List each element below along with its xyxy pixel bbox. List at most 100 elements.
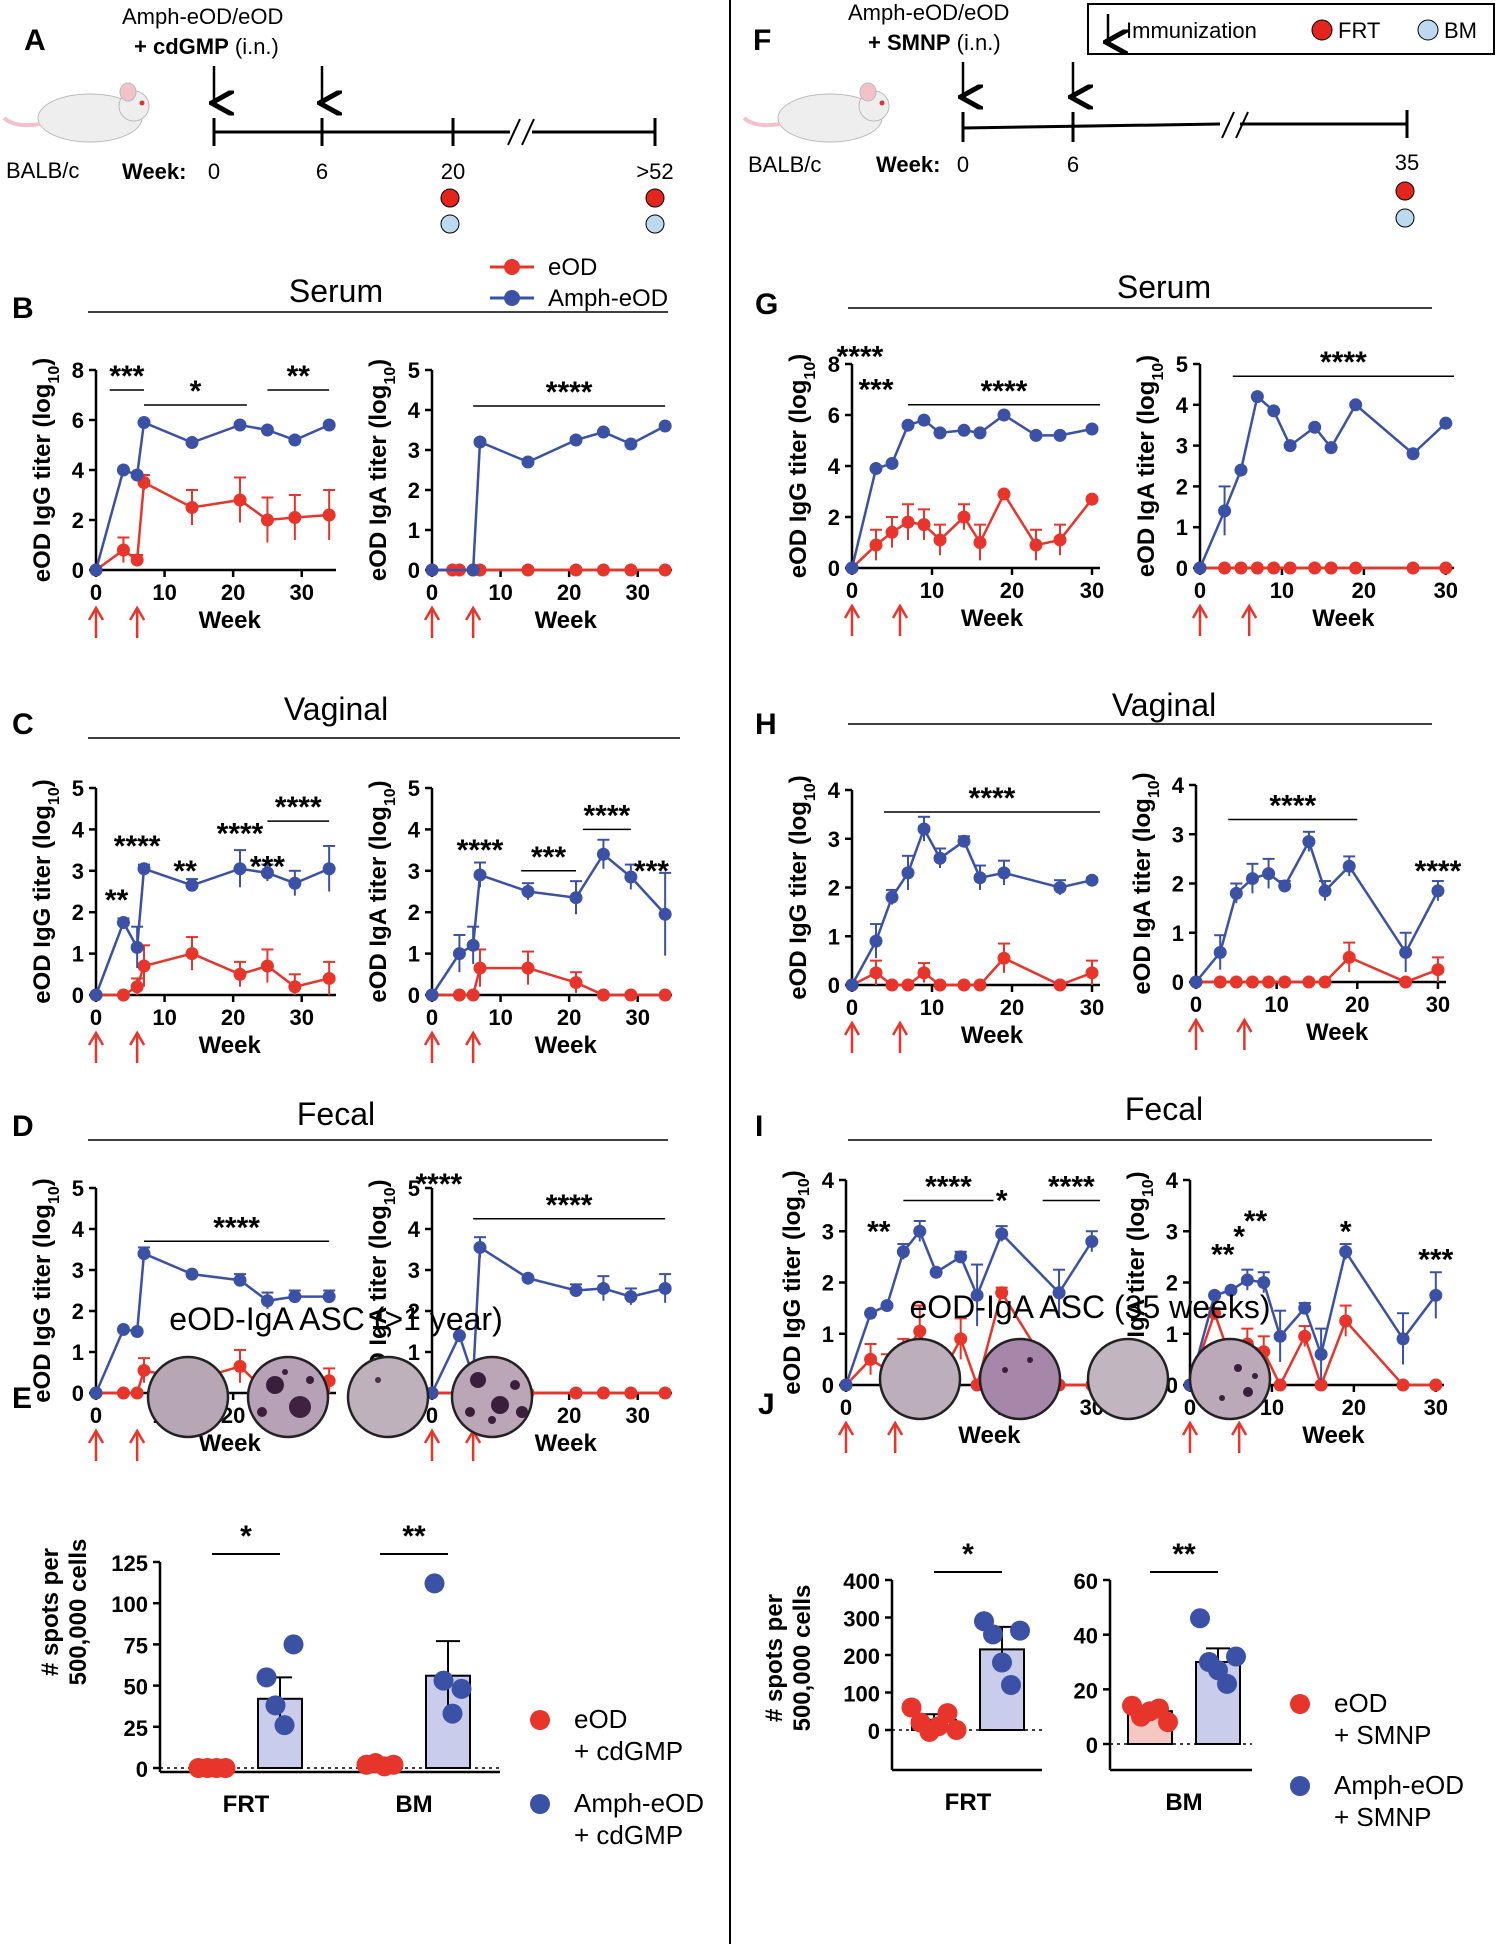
data-point [1324,441,1338,455]
week-tick: >52 [636,159,673,184]
data-point [288,876,302,890]
replicate-point [983,1624,1003,1645]
data-point [130,980,144,994]
y-tick-label: 6 [72,408,84,433]
data-point [116,543,130,557]
legend-amph: Amph-eOD [1334,1770,1464,1800]
y-tick-label: 2 [822,1271,834,1296]
week-tick: 0 [957,152,969,177]
x-tick-label: 0 [1194,578,1206,603]
immunization-arrow-icon [843,603,861,636]
data-point [130,940,144,954]
replicate-point [1001,1675,1021,1695]
y-tick-label: 5 [408,1176,420,1201]
x-tick-label: 10 [1270,578,1294,603]
data-point [137,416,151,429]
data-point [1342,950,1356,964]
data-point [1429,1378,1443,1392]
x-axis-label: Week [961,1022,1024,1049]
x-tick-label: 0 [426,1403,438,1428]
y-tick-label: 1 [408,518,420,543]
data-point [322,862,336,876]
replicate-point [256,1667,277,1688]
immunization-arrow-icon [1241,603,1258,636]
immunization-arrow-icon [423,1428,441,1461]
section-title: Vaginal [1112,687,1216,723]
asc-legend: eOD + cdGMP Amph-eOD + cdGMP [530,1704,704,1850]
arrow-head [1187,1017,1205,1033]
data-point [130,553,144,567]
x-axis-label: Week [535,1430,598,1457]
immunization-arrow-icon [465,605,482,638]
y-tick-label: 300 [843,1607,880,1632]
category-label: FRT [223,1791,270,1818]
y-tick-label: 0 [408,558,420,583]
y-tick-label: 5 [72,776,84,801]
immunization-arrow-icon [1236,1017,1253,1050]
data-point [885,525,899,539]
x-axis-label: Week [958,1422,1021,1449]
legend-immunization: Immunization [1126,18,1257,43]
immunization-arrow-icon [843,1020,861,1053]
x-tick-label: 30 [625,1403,649,1428]
section-title: Serum [1117,269,1211,305]
significance-stars: *** [531,841,566,874]
data-point [869,538,883,552]
x-tick-label: 0 [426,580,438,605]
data-point [1085,422,1099,436]
x-axis-label: Week [535,1032,598,1059]
data-point [137,862,151,876]
panel-label: I [755,1110,763,1143]
significance-stars: **** [837,340,884,373]
y-tick-label: 4 [408,1217,421,1242]
y-tick-label: 0 [1176,556,1188,581]
series-amph-eod [845,408,1099,575]
data-point [425,563,439,577]
y-axis-label: eOD IgG titer (log10) [29,779,63,1003]
series-line [1195,838,1440,983]
timeline-axis [962,122,1221,130]
significance-stars: **** [546,376,593,409]
significance-stars: * [962,1538,974,1571]
y-tick-label: 4 [1166,1168,1179,1193]
data-point [1224,1283,1238,1297]
data-point [1314,1378,1328,1392]
y-tick-label: 40 [1074,1624,1098,1649]
replicate-point [992,1652,1012,1673]
y-tick-label: 4 [828,778,841,803]
y-tick-label: 5 [1176,352,1188,377]
data-point [1085,873,1099,887]
series-amph-eod [1189,830,1445,989]
data-point [569,1386,583,1400]
data-point [1052,1286,1066,1300]
data-point [658,988,672,1002]
y-tick-label: 4 [72,817,85,842]
data-point [116,1322,130,1336]
bm-sample-dot [1395,208,1415,228]
data-point [1302,835,1316,849]
data-point [1339,1245,1353,1259]
series-amph-eod [1183,1243,1443,1392]
data-point [1218,504,1232,518]
data-point [1053,428,1067,442]
x-tick-label: 20 [1342,1395,1366,1420]
replicate-point [383,1754,404,1775]
x-tick-label: 0 [1184,1395,1196,1420]
y-axis-label: eOD IgG titer (log10) [29,358,63,582]
data-point [288,511,302,524]
series-amph-eod [425,1236,672,1400]
arrow-head [423,1428,441,1444]
asc-panel-j: eOD-IgA ASC (35 weeks) J # spots per 500… [758,1289,1464,1832]
y-tick-label: 5 [408,776,420,801]
x-axis-label: Week [535,607,598,634]
data-point [452,947,466,961]
replicate-point [1217,1673,1237,1694]
data-point [137,1247,151,1261]
mouse-icon [742,82,890,143]
arrow-head [129,605,146,621]
legend-eod-adjuvant: + SMNP [1334,1720,1432,1750]
y-axis-label: eOD IgG titer (log10) [785,775,819,999]
y-tick-label: 4 [822,1168,835,1193]
y-axis-label: eOD IgG titer (log10) [29,1178,63,1402]
series-amph-eod [845,815,1099,992]
